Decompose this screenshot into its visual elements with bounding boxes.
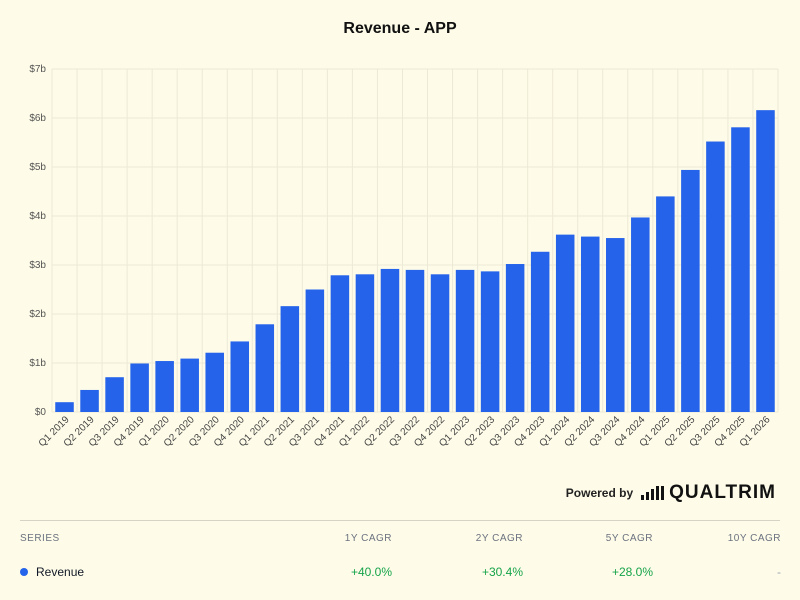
- bar: [606, 238, 625, 412]
- bar: [505, 264, 525, 412]
- y-tick-label: $5b: [29, 162, 46, 173]
- bar: [330, 275, 350, 412]
- bar: [205, 352, 224, 412]
- y-tick-label: $4b: [29, 211, 46, 222]
- bar: [530, 251, 550, 412]
- bar: [280, 306, 300, 412]
- bar: [405, 269, 425, 412]
- header-5y-cagr: 5Y CAGR: [605, 533, 653, 544]
- bar: [555, 234, 575, 412]
- bar: [706, 141, 725, 412]
- bar: [305, 289, 325, 412]
- cagr-10y-value: -: [777, 565, 781, 579]
- bar: [656, 196, 675, 412]
- bar: [230, 341, 250, 412]
- cagr-1y-value: +40.0%: [350, 565, 392, 579]
- bars-logo-icon: [641, 486, 665, 500]
- bar: [756, 110, 775, 412]
- header-10y-cagr: 10Y CAGR: [727, 533, 781, 544]
- bar: [631, 217, 650, 412]
- y-tick-label: $7b: [29, 64, 46, 75]
- y-tick-label: $1b: [29, 358, 46, 369]
- bar: [480, 271, 500, 412]
- bar: [130, 363, 149, 412]
- cagr-2y-value: +30.4%: [481, 565, 523, 579]
- bar: [580, 236, 600, 412]
- powered-by: Powered by QUALTRIM: [566, 482, 776, 504]
- brand-name: QUALTRIM: [669, 482, 776, 503]
- bar: [355, 274, 375, 412]
- y-tick-label: $3b: [29, 260, 46, 271]
- bar: [681, 169, 700, 412]
- chart-title: Revenue - APP: [343, 20, 457, 37]
- cagr-5y-value: +28.0%: [611, 565, 653, 579]
- bar: [180, 358, 199, 412]
- header-1y-cagr: 1Y CAGR: [344, 533, 392, 544]
- bar: [455, 269, 475, 412]
- powered-by-text: Powered by: [565, 486, 634, 500]
- table-row: Revenue +40.0% +30.4% +28.0% -: [20, 563, 781, 589]
- y-tick-label: $6b: [29, 113, 46, 124]
- bar: [380, 268, 400, 412]
- bar: [55, 402, 74, 412]
- bar: [105, 377, 124, 412]
- series-cell[interactable]: Revenue: [20, 565, 84, 579]
- bar: [255, 324, 275, 412]
- header-2y-cagr: 2Y CAGR: [475, 533, 523, 544]
- y-tick-label: $0: [35, 407, 47, 418]
- y-tick-label: $2b: [29, 309, 46, 320]
- series-name: Revenue: [36, 565, 85, 579]
- series-dot-icon: [20, 568, 28, 576]
- bar: [155, 361, 174, 412]
- bar: [80, 389, 99, 412]
- header-series: SERIES: [20, 533, 60, 544]
- table-header-row: SERIES 1Y CAGR 2Y CAGR 5Y CAGR 10Y CAGR: [20, 533, 780, 563]
- cagr-table: SERIES 1Y CAGR 2Y CAGR 5Y CAGR 10Y CAGR …: [20, 533, 781, 589]
- divider: [20, 520, 780, 521]
- bar: [731, 127, 750, 412]
- bar: [430, 274, 450, 412]
- qualtrim-logo[interactable]: QUALTRIM: [641, 482, 776, 504]
